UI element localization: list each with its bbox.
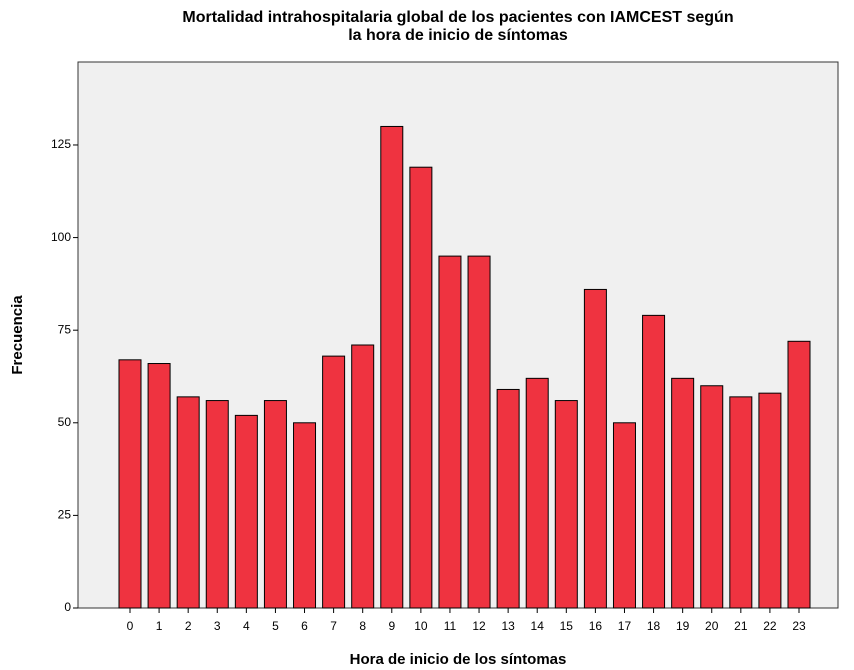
x-tick-label: 19 (676, 619, 690, 633)
bar (700, 385, 724, 609)
x-tick-label: 6 (301, 619, 308, 633)
bar (234, 414, 258, 609)
chart-title: la hora de inicio de síntomas (348, 27, 568, 44)
bar (729, 396, 753, 609)
x-tick-label: 3 (214, 619, 221, 633)
x-tick-label: 16 (589, 619, 603, 633)
y-tick-label: 50 (58, 415, 72, 429)
x-tick-label: 23 (792, 619, 806, 633)
x-tick-label: 12 (472, 619, 486, 633)
y-axis-label: Frecuencia (9, 295, 26, 375)
y-tick-label: 100 (51, 230, 71, 244)
y-tick-label: 125 (51, 137, 71, 151)
bar (409, 166, 433, 609)
bar (351, 344, 375, 609)
bar (787, 340, 811, 609)
bar (293, 422, 317, 609)
bar (467, 255, 491, 609)
x-tick-label: 21 (734, 619, 748, 633)
x-tick-label: 22 (763, 619, 777, 633)
y-tick-label: 0 (64, 600, 71, 614)
x-tick-label: 17 (618, 619, 632, 633)
x-tick-label: 2 (185, 619, 192, 633)
bar (147, 363, 171, 609)
x-tick-label: 4 (243, 619, 250, 633)
x-tick-label: 20 (705, 619, 719, 633)
bar (176, 396, 200, 609)
x-tick-label: 14 (531, 619, 545, 633)
chart-title: Mortalidad intrahospitalaria global de l… (182, 9, 733, 26)
x-tick-label: 0 (127, 619, 134, 633)
x-tick-label: 13 (501, 619, 515, 633)
y-tick-label: 75 (58, 322, 72, 336)
bar (583, 288, 607, 609)
x-tick-label: 15 (560, 619, 574, 633)
x-tick-label: 18 (647, 619, 661, 633)
bar (758, 392, 782, 609)
x-tick-label: 11 (444, 619, 457, 633)
bar (438, 255, 462, 609)
bar (496, 388, 520, 609)
x-axis-label: Hora de inicio de los síntomas (350, 651, 567, 668)
x-tick-label: 5 (272, 619, 279, 633)
bar (322, 355, 346, 609)
bar (554, 400, 578, 609)
bar (642, 314, 666, 609)
y-tick-label: 25 (58, 508, 72, 522)
x-tick-label: 7 (330, 619, 337, 633)
bar (612, 422, 636, 609)
x-tick-label: 10 (414, 619, 428, 633)
bar (205, 400, 229, 609)
bar (263, 400, 287, 609)
x-tick-label: 1 (156, 619, 163, 633)
x-tick-label: 9 (388, 619, 395, 633)
bar (525, 377, 549, 609)
bar (380, 125, 404, 609)
bar (118, 359, 142, 609)
bar (671, 377, 695, 609)
x-tick-label: 8 (359, 619, 366, 633)
